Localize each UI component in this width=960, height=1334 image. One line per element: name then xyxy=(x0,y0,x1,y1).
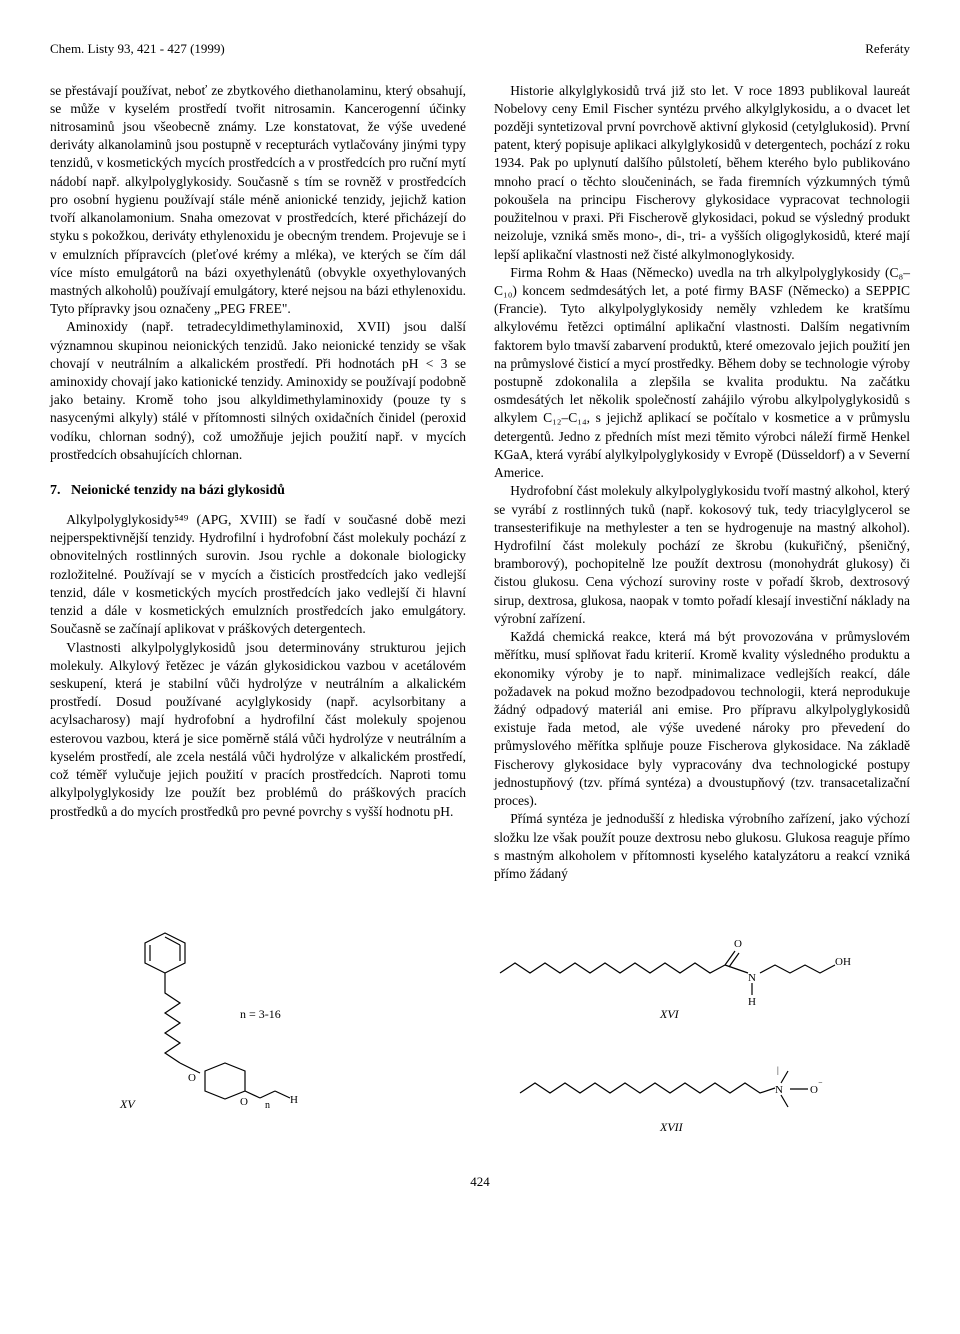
section-title: Neionické tenzidy na bázi glykosidů xyxy=(71,483,285,498)
svg-text:|: | xyxy=(777,1065,779,1075)
page-number: 424 xyxy=(50,1173,910,1191)
structure-xvii: N O ⁻ | XVII xyxy=(510,1053,850,1148)
structure-label-xvii: XVII xyxy=(659,1120,684,1134)
svg-text:N: N xyxy=(748,972,756,984)
paragraph: Historie alkylglykosidů trvá již sto let… xyxy=(494,82,910,264)
structure-label-xvi: XVI xyxy=(659,1007,680,1021)
paragraph: Aminoxidy (např. tetradecyldimethylamino… xyxy=(50,318,466,464)
paragraph: Alkylpolyglykosidy⁵⁴⁹ (APG, XVIII) se řa… xyxy=(50,511,466,639)
paragraph: Každá chemická reakce, která má být prov… xyxy=(494,628,910,810)
paragraph: Hydrofobní část molekuly alkylpolyglykos… xyxy=(494,482,910,628)
n-range-label: n = 3-16 xyxy=(240,1007,281,1021)
page-header: Chem. Listy 93, 421 - 427 (1999) Referát… xyxy=(50,40,910,58)
structure-xvii-svg: N O ⁻ | XVII xyxy=(510,1053,850,1143)
structure-xv: O O n H XV n = 3-16 xyxy=(90,923,370,1128)
journal-citation: Chem. Listy 93, 421 - 427 (1999) xyxy=(50,40,225,58)
section-number: 7. xyxy=(50,483,61,498)
chemical-structures: O O n H XV n = 3-16 O xyxy=(50,913,910,1153)
svg-text:O: O xyxy=(734,938,742,950)
section-type: Referáty xyxy=(865,40,910,58)
structure-xv-svg: O O n H XV n = 3-16 xyxy=(90,923,370,1123)
paragraph: Přímá syntéza je jednodušší z hlediska v… xyxy=(494,810,910,883)
svg-text:H: H xyxy=(748,996,756,1008)
svg-text:N: N xyxy=(775,1084,783,1096)
svg-text:H: H xyxy=(290,1094,298,1106)
section-heading: 7. Neionické tenzidy na bázi glykosidů xyxy=(50,482,466,501)
paragraph: Firma Rohm & Haas (Německo) uvedla na tr… xyxy=(494,264,910,483)
svg-text:O: O xyxy=(240,1096,248,1108)
svg-text:n: n xyxy=(265,1100,270,1111)
right-column: Historie alkylglykosidů trvá již sto let… xyxy=(494,82,910,884)
structure-label-xv: XV xyxy=(119,1097,136,1111)
structure-xvi-svg: O N H OH XVI xyxy=(490,923,870,1033)
paragraph: se přestávají používat, neboť ze zbytkov… xyxy=(50,82,466,319)
svg-text:O: O xyxy=(810,1084,818,1096)
svg-text:⁻: ⁻ xyxy=(818,1079,823,1089)
svg-text:OH: OH xyxy=(835,956,851,968)
left-column: se přestávají používat, neboť ze zbytkov… xyxy=(50,82,466,884)
svg-text:O: O xyxy=(188,1072,196,1084)
text-columns: se přestávají používat, neboť ze zbytkov… xyxy=(50,82,910,884)
structure-xvi: O N H OH XVI xyxy=(490,923,870,1038)
paragraph: Vlastnosti alkylpolyglykosidů jsou deter… xyxy=(50,639,466,821)
